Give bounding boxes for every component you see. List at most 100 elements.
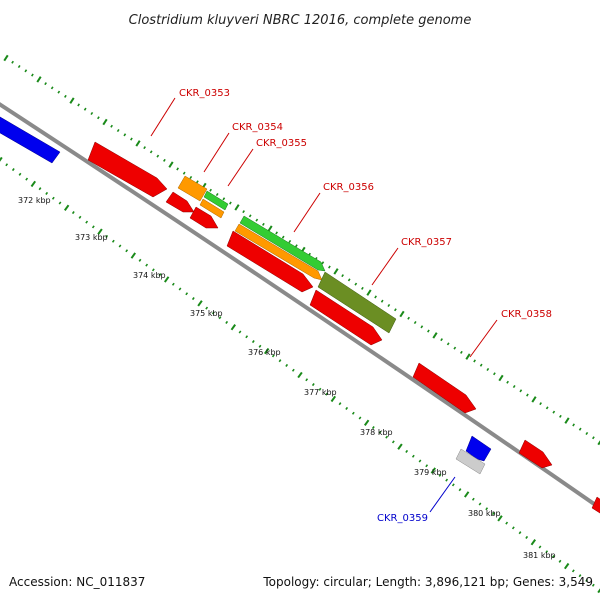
tick-mark [285,363,289,367]
tick-mark [458,488,462,492]
tick-mark [351,411,355,415]
tick-mark [446,342,450,346]
tick-mark [209,188,212,192]
tick-mark [518,531,522,535]
tick-mark [263,347,270,355]
tick-mark [397,443,403,450]
tick-mark [592,436,595,440]
tick-mark [363,419,370,426]
tick-mark [211,311,215,315]
gene-arrow-ckr-0354[interactable] [177,175,208,202]
tick-mark [545,550,549,554]
accession-text: Accession: NC_011837 [9,575,145,589]
tick-mark [366,289,372,296]
tick-mark [189,175,193,179]
label-leaders [150,97,498,513]
tick-mark [358,416,362,420]
gene-label-ckr-0355[interactable]: CKR_0355 [256,138,307,149]
tick-mark [251,340,255,344]
tick-mark [291,368,295,372]
tick-mark [479,363,483,367]
tick-mark [591,583,595,587]
tick-mark [427,329,430,333]
gene-arrow[interactable] [189,206,219,229]
gene-arrow-ckr-0355[interactable] [203,190,229,211]
tick-mark [44,82,47,86]
tick-mark [176,167,179,171]
tick-mark [478,502,482,506]
tick-mark [405,449,409,453]
gene-arrow[interactable] [165,191,195,213]
gene-arrow[interactable] [234,223,323,281]
tick-mark [338,402,342,406]
gene-arrow[interactable] [591,496,600,520]
tick-label: 372 kbp [18,196,51,205]
tick-mark [45,191,49,195]
tick-mark [380,299,384,303]
gene-arrow-ckr-0358[interactable] [412,362,477,414]
tick-mark [238,330,242,334]
tick-mark [563,562,570,570]
tick-mark [506,380,509,384]
gene-label-ckr-0359[interactable]: CKR_0359 [377,513,428,524]
tick-mark [512,385,516,389]
tick-mark [539,402,542,406]
tick-mark [311,383,315,387]
gene-arrow-ckr-0357[interactable] [317,271,397,334]
tick-mark [245,335,249,339]
gene-arrow-ckr-0359[interactable] [455,448,486,475]
tick-mark [182,171,186,175]
tick-mark [3,54,9,62]
tick-mark [258,344,262,348]
tick-mark [118,244,122,248]
tick-mark [558,559,562,563]
gene-arrow-ckr-0356[interactable] [239,215,326,272]
tick-label: 378 kbp [360,428,393,437]
gene-label-ckr-0357[interactable]: CKR_0357 [401,237,452,248]
gene-arrow[interactable] [0,114,61,164]
tick-mark [116,129,120,133]
gene-arrow[interactable] [226,230,314,293]
tick-mark [163,276,170,283]
gene-arrow[interactable] [518,439,553,469]
gene-label-ckr-0353[interactable]: CKR_0353 [179,88,230,99]
tick-mark [18,172,22,176]
tick-mark [222,197,226,201]
tick-mark [453,346,457,350]
gene-arrow-ckr-0353[interactable] [87,141,168,198]
tick-mark [196,180,199,184]
tick-mark [262,222,265,226]
gene-arrow[interactable] [199,198,225,219]
tick-mark [321,261,325,265]
tick-mark [385,435,389,439]
tick-mark [538,545,542,549]
tick-mark [230,324,237,331]
tick-mark [486,367,490,371]
tick-mark [51,196,55,200]
gene-features[interactable] [0,114,600,520]
tick-mark [90,111,94,115]
tick-mark [5,163,9,167]
tick-mark [11,60,14,64]
gene-label-ckr-0358[interactable]: CKR_0358 [501,309,552,320]
tick-mark [295,244,298,248]
tick-labels: 372 kbp 373 kbp 374 kbp 375 kbp 376 kbp … [18,196,556,560]
tick-label: 380 kbp [468,509,501,518]
tick-mark [330,395,337,403]
gene-arrow[interactable] [309,289,383,346]
tick-mark [460,350,463,354]
tick-mark [564,417,570,424]
tick-mark [215,193,219,197]
gene-label-ckr-0356[interactable]: CKR_0356 [323,182,374,193]
tick-mark [451,483,455,487]
tick-mark [505,521,509,525]
gene-arrow[interactable] [465,435,492,462]
tick-mark [526,393,529,397]
tick-mark [411,454,415,458]
tick-mark [271,354,275,358]
tick-mark [17,65,21,69]
gene-label-ckr-0354[interactable]: CKR_0354 [232,122,283,133]
tick-label: 374 kbp [133,271,166,280]
inner-tick-row [0,156,600,594]
tick-mark [58,201,62,205]
